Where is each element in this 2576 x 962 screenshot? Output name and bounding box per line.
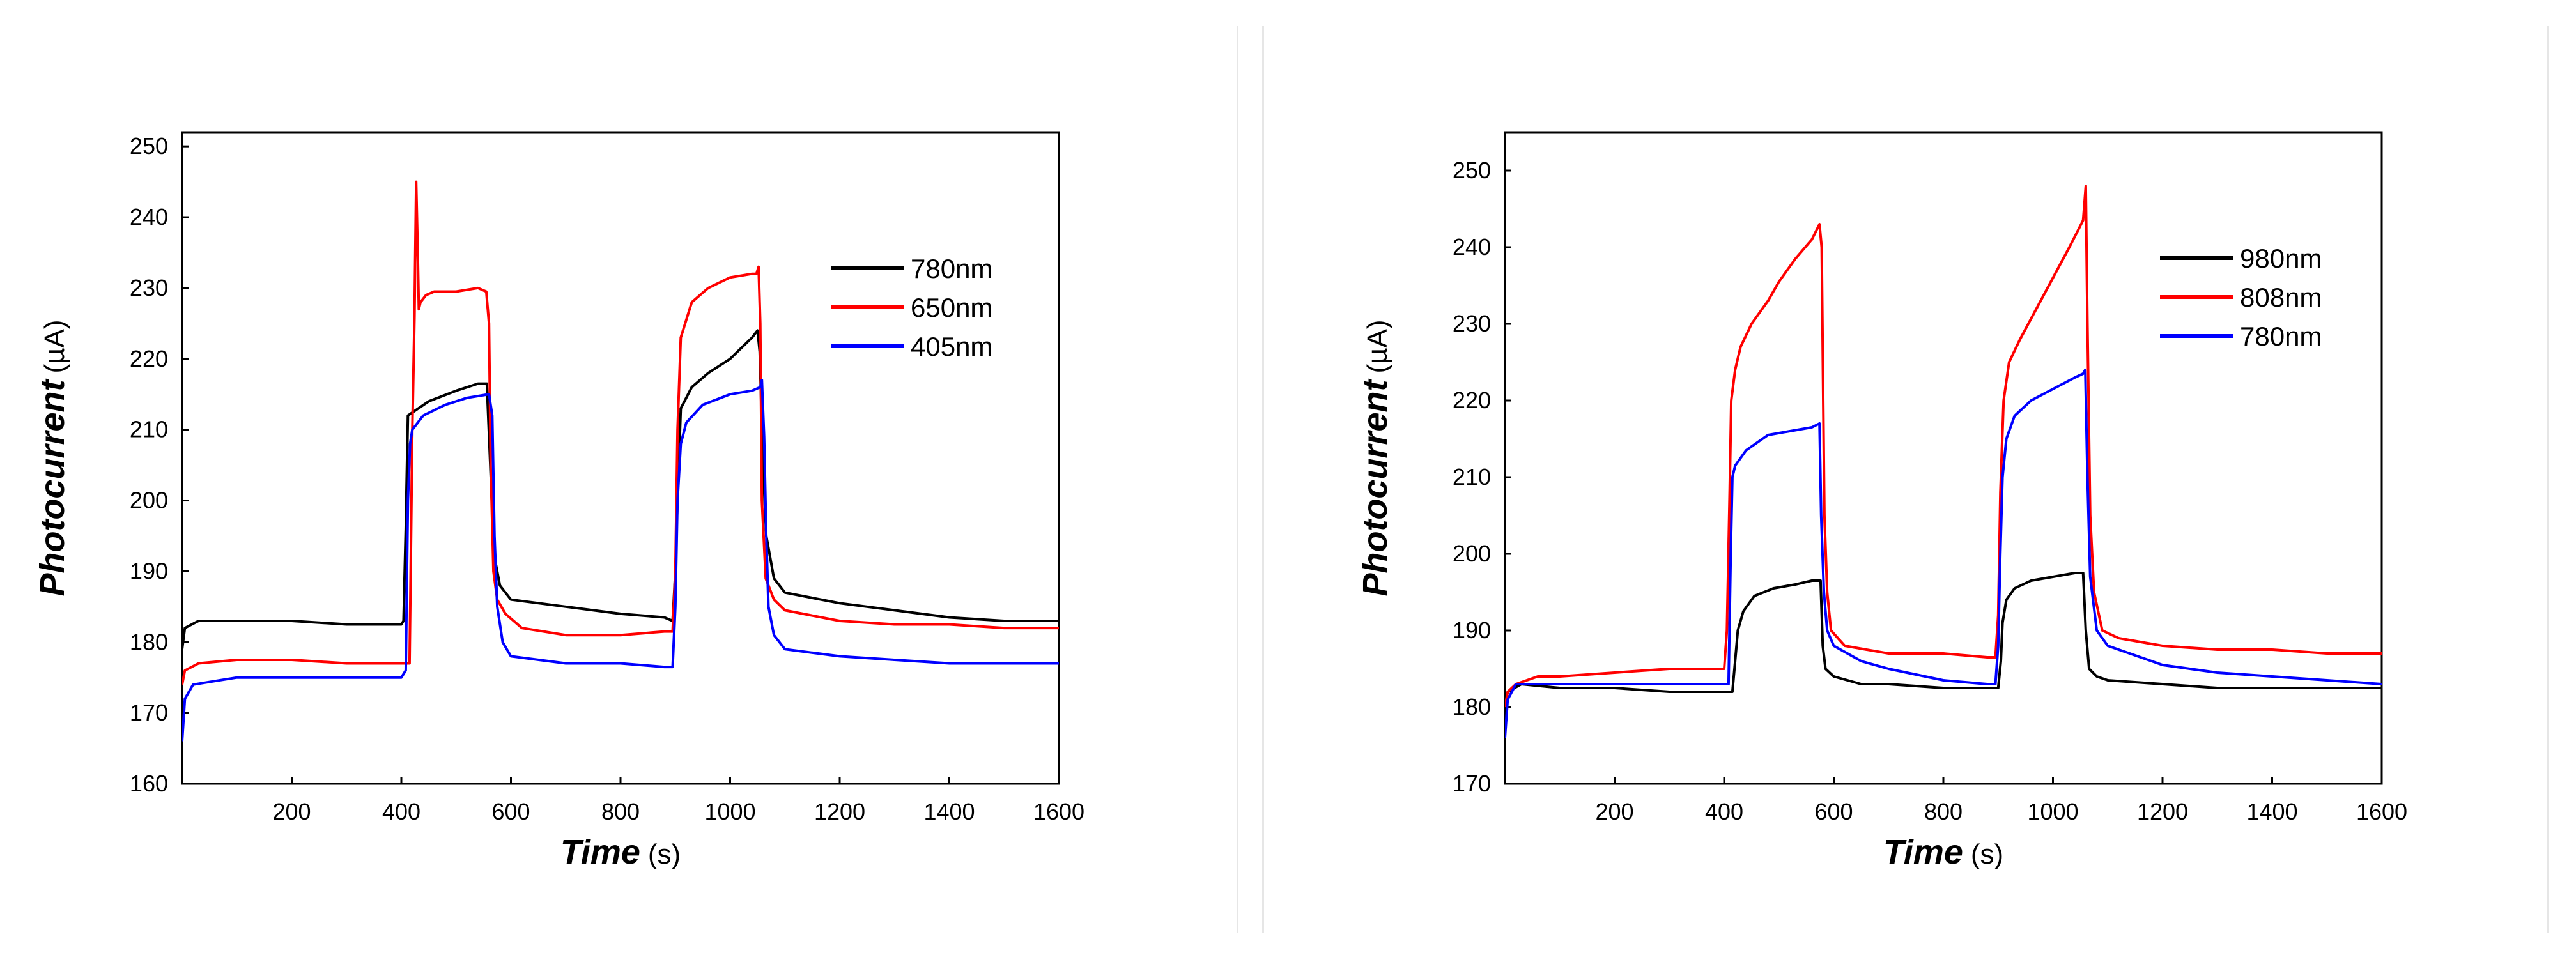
chart-panel-left: 160 170 180 190 200 210 220 230 240 250 200 400 600 8… <box>33 131 1084 871</box>
chart-panel-right: 170 180 190 200 210 220 230 240 250 200 400 600 800 1… <box>1356 131 2407 871</box>
series-line-808nm <box>1505 185 2382 708</box>
y-tick-label: 220 <box>1453 387 1491 413</box>
y-tick-label: 240 <box>1453 234 1491 260</box>
panel-divider-left <box>1237 26 1238 933</box>
series-line-780nm <box>1505 369 2382 738</box>
y-tick-label: 170 <box>1453 770 1491 797</box>
x-tick-label: 1600 <box>2356 798 2407 825</box>
series-line-780nm <box>182 329 1059 650</box>
y-tick-label: 170 <box>130 699 168 726</box>
x-tick-label: 1000 <box>704 798 755 825</box>
y-tick-label: 190 <box>1453 617 1491 643</box>
series-line-980nm <box>1505 572 2382 708</box>
x-tick-label: 800 <box>1924 798 1963 825</box>
x-tick-label: 600 <box>491 798 530 825</box>
y-tick-label: 180 <box>130 629 168 655</box>
legend-label-780nm: 780nm <box>911 254 992 284</box>
x-axis-title-main: Time <box>1883 833 1963 871</box>
x-axis-title-unit: (s) <box>1971 839 2003 870</box>
legend-label-405nm: 405nm <box>911 332 992 362</box>
y-tick-label: 160 <box>130 770 168 797</box>
y-tick-label: 200 <box>130 487 168 514</box>
x-tick-label: 1400 <box>2246 798 2297 825</box>
x-axis-title-main: Time <box>560 833 640 871</box>
y-axis-title-main: Photocurrent <box>1356 378 1394 596</box>
panel-divider-edge <box>2547 26 2549 933</box>
x-tick-label: 600 <box>1814 798 1853 825</box>
y-tick-label: 230 <box>1453 310 1491 337</box>
y-axis-title: Photocurrent (µA) <box>1356 319 1394 596</box>
y-tick-label: 190 <box>130 558 168 584</box>
series-line-650nm <box>182 180 1059 685</box>
legend-label-780nm: 780nm <box>2240 321 2322 351</box>
legend-label-650nm: 650nm <box>911 293 992 323</box>
y-tick-label: 230 <box>130 275 168 301</box>
x-tick-label: 400 <box>382 798 420 825</box>
y-tick-label: 180 <box>1453 694 1491 720</box>
x-tick-label: 1200 <box>2137 798 2188 825</box>
x-tick-label: 400 <box>1705 798 1743 825</box>
x-tick-label: 200 <box>1595 798 1633 825</box>
panel-divider-right <box>1262 26 1264 933</box>
x-tick-label: 1600 <box>1033 798 1084 825</box>
y-axis-title-unit: (µA) <box>1362 319 1393 373</box>
y-axis-title-main: Photocurrent <box>33 378 72 596</box>
legend-label-980nm: 980nm <box>2240 243 2322 273</box>
x-axis-title: Time (s) <box>1883 833 2003 871</box>
x-tick-label: 800 <box>601 798 640 825</box>
y-tick-label: 240 <box>130 204 168 230</box>
x-tick-label: 1200 <box>814 798 865 825</box>
legend-label-808nm: 808nm <box>2240 282 2322 312</box>
y-tick-label: 210 <box>1453 464 1491 490</box>
x-tick-label: 1400 <box>923 798 975 825</box>
y-axis-title-unit: (µA) <box>39 319 70 373</box>
y-tick-label: 210 <box>130 416 168 443</box>
series-line-405nm <box>182 379 1059 742</box>
x-axis-title: Time (s) <box>560 833 681 871</box>
plot-frame <box>181 131 1060 785</box>
y-axis-title: Photocurrent (µA) <box>33 319 72 596</box>
y-tick-label: 220 <box>130 346 168 372</box>
y-tick-label: 200 <box>1453 540 1491 567</box>
plot-frame <box>1504 131 2383 785</box>
y-tick-label: 250 <box>1453 157 1491 183</box>
y-tick-label: 250 <box>130 133 168 159</box>
x-axis-title-unit: (s) <box>648 839 681 870</box>
x-tick-label: 200 <box>272 798 311 825</box>
x-tick-label: 1000 <box>2027 798 2078 825</box>
